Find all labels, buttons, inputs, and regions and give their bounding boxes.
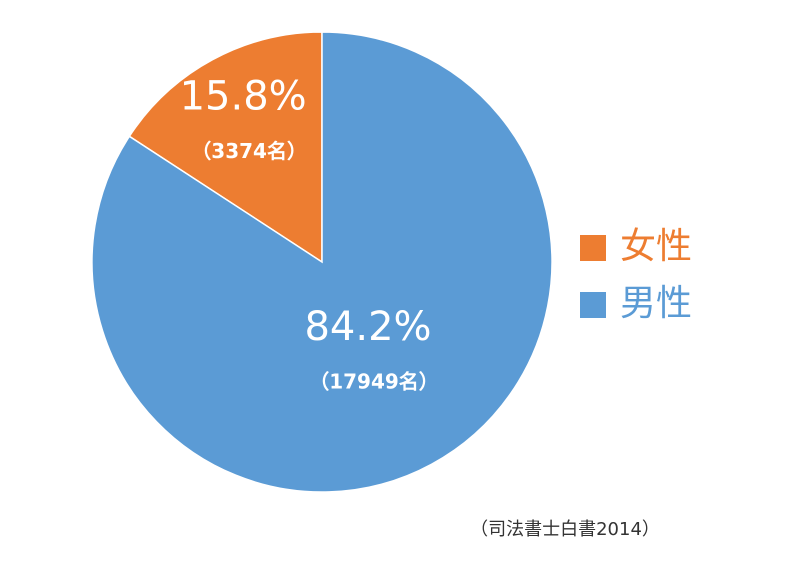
legend-swatch	[580, 235, 606, 261]
pie-slice	[128, 31, 323, 264]
pie-slice	[91, 31, 553, 493]
source-note: （司法書士白書2014）	[470, 519, 660, 540]
count-label: （17949名）	[309, 369, 439, 393]
count-label: （3374名）	[191, 139, 307, 163]
value-label: 84.2%	[304, 304, 431, 350]
legend-label: 男性	[620, 283, 692, 324]
value-label: 15.8%	[180, 73, 307, 119]
legend-swatch	[580, 292, 606, 318]
legend-label: 女性	[620, 226, 692, 267]
